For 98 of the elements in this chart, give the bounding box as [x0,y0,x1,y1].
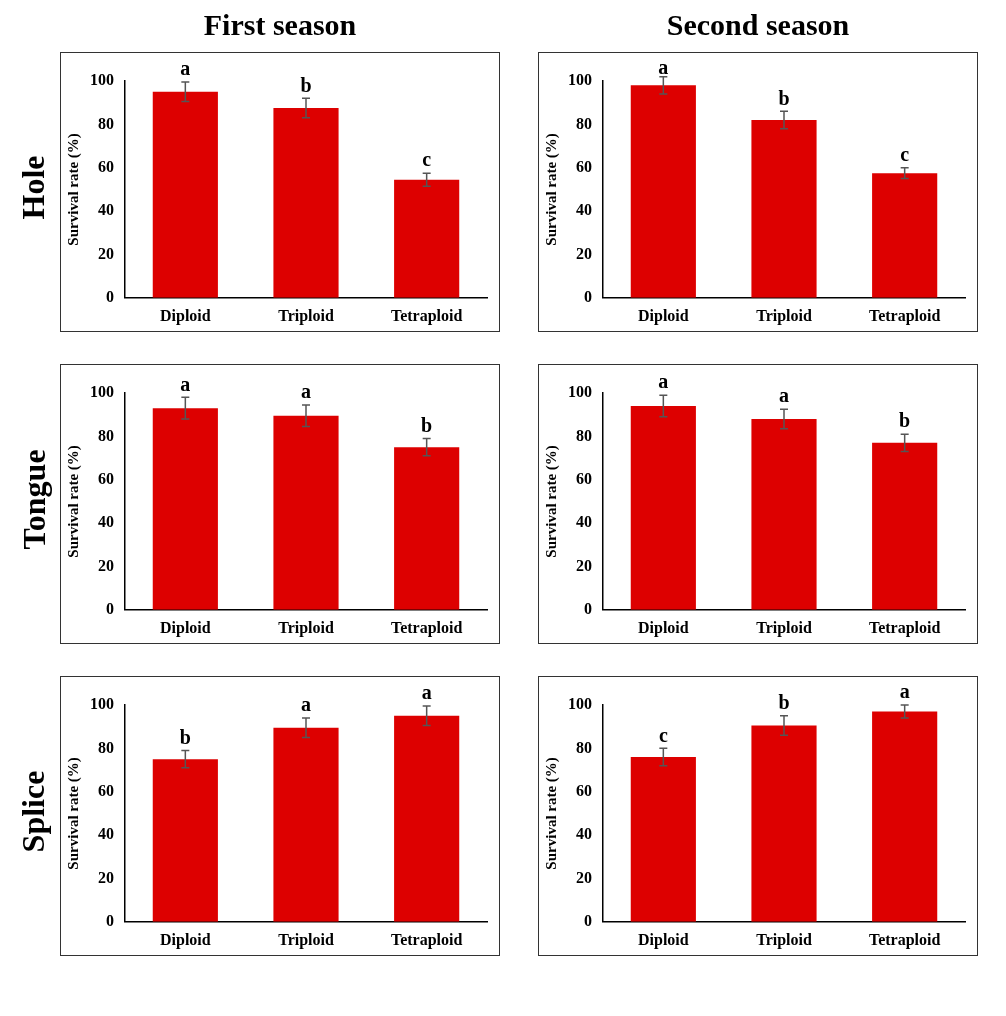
y-axis-title: Survival rate (%) [542,133,560,246]
y-tick-label: 100 [90,695,114,713]
y-tick-label: 60 [98,469,114,487]
text: Tongue [15,448,53,550]
annotation: c [422,148,432,171]
bar [152,408,218,610]
y-axis-title: Survival rate (%) [64,445,82,558]
bar [751,725,817,922]
bar [630,85,696,298]
annotation: a [301,380,311,403]
y-tick-label: 80 [576,426,592,444]
x-tick-label: Diploid [159,930,211,949]
x-tick-label: Triploid [278,930,334,949]
y-tick-label: 40 [98,201,114,219]
y-tick-label: 60 [98,781,114,799]
x-tick-label: Triploid [278,306,334,325]
y-tick-label: 80 [576,114,592,132]
y-tick-label: 40 [98,513,114,531]
y-tick-label: 20 [576,868,592,886]
bar [394,179,460,298]
y-axis-title: Survival rate (%) [64,757,82,870]
x-tick-label: Diploid [637,930,689,949]
x-tick-label: Tetraploid [390,930,463,949]
y-tick-label: 100 [568,383,592,401]
chart-title: Second season [665,8,851,43]
x-tick-label: Triploid [756,618,812,637]
annotation: a [658,370,669,393]
x-tick-label: Diploid [159,618,211,637]
y-axis-title: Survival rate (%) [542,445,560,558]
y-tick-label: 80 [98,738,114,756]
x-tick-label: Diploid [637,306,689,325]
y-tick-label: 0 [584,287,592,305]
x-tick-label: Triploid [278,618,334,637]
bar [394,447,460,610]
annotation: c [658,723,668,746]
text: Splice [15,770,53,852]
bar [152,91,218,298]
y-tick-label: 0 [106,911,114,929]
y-tick-label: 20 [576,556,592,574]
y-tick-label: 100 [90,383,114,401]
x-tick-label: Tetraploid [390,618,463,637]
y-tick-label: 20 [98,244,114,262]
y-tick-label: 0 [584,911,592,929]
x-tick-label: Tetraploid [868,930,941,949]
y-tick-label: 40 [576,825,592,843]
y-tick-label: 40 [576,201,592,219]
y-tick-label: 20 [98,556,114,574]
y-tick-label: 60 [576,469,592,487]
x-tick-label: Tetraploid [868,618,941,637]
bar [630,757,696,922]
y-tick-label: 80 [576,738,592,756]
x-tick-label: Tetraploid [390,306,463,325]
annotation: b [899,409,911,432]
x-tick-label: Triploid [756,306,812,325]
bar [872,711,938,922]
y-tick-label: 60 [98,157,114,175]
y-tick-label: 0 [584,599,592,617]
x-tick-label: Diploid [637,618,689,637]
y-tick-label: 60 [576,781,592,799]
annotation: b [421,413,433,436]
y-tick-label: 40 [98,825,114,843]
bar [751,419,817,610]
bar [872,173,938,298]
y-tick-label: 100 [90,71,114,89]
annotation: a [779,384,789,407]
annotation: a [180,372,191,395]
annotation: c [900,142,910,165]
annotation: a [421,681,432,704]
y-tick-label: 0 [106,287,114,305]
x-tick-label: Tetraploid [868,306,941,325]
bar [273,415,339,610]
annotation: b [300,73,312,96]
y-tick-label: 80 [98,426,114,444]
y-tick-label: 40 [576,513,592,531]
annotation: b [179,725,191,748]
chart-title: First season [202,8,358,43]
annotation: b [778,86,790,109]
y-tick-label: 100 [568,695,592,713]
x-tick-label: Triploid [756,930,812,949]
annotation: a [301,693,311,716]
y-tick-label: 100 [568,71,592,89]
y-tick-label: 60 [576,157,592,175]
y-tick-label: 0 [106,599,114,617]
annotation: a [899,680,910,703]
y-axis-title: Survival rate (%) [542,757,560,870]
bar [630,406,696,610]
bar [273,108,339,298]
bar [751,120,817,298]
text: Hole [15,155,53,219]
y-tick-label: 80 [98,114,114,132]
x-tick-label: Diploid [159,306,211,325]
y-axis-title: Survival rate (%) [64,133,82,246]
bar [872,442,938,610]
annotation: b [778,691,790,714]
annotation: a [180,57,191,80]
y-tick-label: 20 [576,244,592,262]
annotation: a [658,56,669,79]
y-tick-label: 20 [98,868,114,886]
